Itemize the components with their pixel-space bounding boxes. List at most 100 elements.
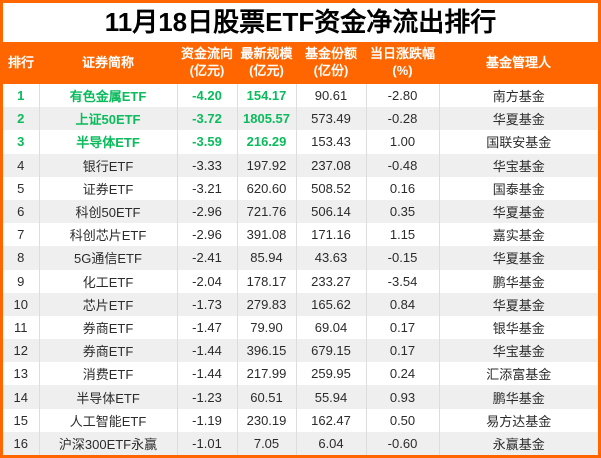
table-row: 1 有色金属ETF -4.20 154.17 90.61 -2.80 南方基金: [3, 84, 598, 108]
table-row: 10 芯片ETF -1.73 279.83 165.62 0.84 华夏基金: [3, 292, 598, 316]
cell-change: -0.15: [366, 246, 440, 270]
column-header-4: 基金份额 (亿份): [296, 42, 366, 84]
cell-flow: -3.21: [177, 176, 238, 200]
cell-rank: 15: [3, 408, 40, 432]
cell-flow: -1.44: [177, 362, 238, 386]
cell-flow: -1.44: [177, 339, 238, 363]
cell-scale: 216.29: [237, 130, 297, 154]
table-row: 16 沪深300ETF永赢 -1.01 7.05 6.04 -0.60 永赢基金: [3, 431, 598, 455]
cell-scale: 60.51: [237, 385, 297, 409]
cell-rank: 11: [3, 315, 40, 340]
cell-scale: 620.60: [237, 176, 297, 200]
cell-rank: 8: [3, 246, 40, 270]
cell-manager: 汇添富基金: [486, 367, 552, 383]
cell-scale: 230.19: [237, 408, 297, 432]
cell-scale: 79.90: [237, 315, 297, 340]
cell-name: 券商ETF: [39, 315, 178, 340]
ranking-table: 排行 证券简称 资金流向 (亿元) 最新规模 (亿元) 基金份额 (亿份) 当日涨跌幅 (%) 基金…: [3, 42, 598, 455]
cell-shares: 90.61: [296, 84, 367, 108]
cell-shares: 259.95: [296, 362, 367, 386]
cell-flow: -2.41: [177, 246, 238, 270]
cell-flow: -2.04: [177, 269, 238, 293]
cell-name: 半导体ETF: [39, 130, 178, 154]
cell-change: -0.48: [366, 153, 440, 177]
cell-change: 0.84: [366, 292, 440, 316]
table-body: 1 有色金属ETF -4.20 154.17 90.61 -2.80 南方基金 2 上证50ET…: [3, 84, 598, 455]
cell-change: -3.54: [366, 269, 440, 293]
cell-manager: 永赢基金: [492, 436, 545, 452]
cell-flow: -3.72: [177, 107, 238, 131]
cell-rank: 7: [3, 223, 40, 247]
cell-manager: 南方基金: [492, 89, 545, 105]
cell-change: -0.28: [366, 107, 440, 131]
cell-rank: 14: [3, 385, 40, 409]
cell-flow: -2.96: [177, 199, 238, 224]
column-header-2: 资金流向 (亿元): [177, 42, 237, 84]
cell-name: 消费ETF: [39, 362, 178, 386]
table-row: 3 半导体ETF -3.59 216.29 153.43 1.00 国联安基金: [3, 130, 598, 154]
table-row: 14 半导体ETF -1.23 60.51 55.94 0.93 鹏华基金: [3, 385, 598, 409]
table-header: 排行 证券简称 资金流向 (亿元) 最新规模 (亿元) 基金份额 (亿份) 当日涨跌幅 (%) 基金…: [3, 42, 598, 84]
cell-rank: 9: [3, 269, 40, 293]
cell-name: 化工ETF: [39, 269, 178, 293]
cell-scale: 721.76: [237, 199, 297, 224]
cell-rank: 3: [3, 130, 40, 154]
cell-name: 半导体ETF: [39, 385, 178, 409]
cell-flow: -1.19: [177, 408, 238, 432]
cell-scale: 7.05: [237, 431, 297, 455]
cell-name: 科创芯片ETF: [39, 223, 178, 247]
table-row: 2 上证50ETF -3.72 1805.57 573.49 -0.28 华夏基金: [3, 107, 598, 131]
cell-change: 0.17: [366, 315, 440, 340]
cell-manager: 国泰基金: [492, 181, 545, 197]
cell-manager: 易方达基金: [486, 413, 552, 429]
cell-scale: 391.08: [237, 223, 297, 247]
cell-flow: -3.33: [177, 153, 238, 177]
table-row: 12 券商ETF -1.44 396.15 679.15 0.17 华宝基金: [3, 339, 598, 363]
cell-manager: 华宝基金: [492, 344, 545, 360]
cell-name: 沪深300ETF永赢: [39, 431, 178, 455]
cell-change: -0.60: [366, 431, 440, 455]
cell-manager: 华夏基金: [492, 297, 545, 313]
cell-change: 0.16: [366, 176, 440, 200]
cell-name: 芯片ETF: [39, 292, 178, 316]
cell-manager: 鹏华基金: [492, 274, 545, 290]
cell-manager: 嘉实基金: [492, 228, 545, 244]
cell-flow: -4.20: [177, 84, 238, 108]
cell-rank: 6: [3, 199, 40, 224]
cell-flow: -1.73: [177, 292, 238, 316]
cell-scale: 197.92: [237, 153, 297, 177]
cell-name: 证券ETF: [39, 176, 178, 200]
column-header-0: 排行: [3, 42, 39, 84]
cell-manager: 华夏基金: [492, 251, 545, 267]
cell-shares: 6.04: [296, 431, 367, 455]
cell-change: -2.80: [366, 84, 440, 108]
header-row: 排行 证券简称 资金流向 (亿元) 最新规模 (亿元) 基金份额 (亿份) 当日涨跌幅 (%) 基金…: [3, 42, 598, 84]
cell-shares: 153.43: [296, 130, 367, 154]
cell-flow: -2.96: [177, 223, 238, 247]
cell-change: 0.50: [366, 408, 440, 432]
cell-name: 上证50ETF: [39, 107, 178, 131]
cell-manager: 华夏基金: [492, 112, 545, 128]
table-row: 7 科创芯片ETF -2.96 391.08 171.16 1.15 嘉实基金: [3, 223, 598, 247]
cell-flow: -3.59: [177, 130, 238, 154]
cell-shares: 43.63: [296, 246, 367, 270]
cell-shares: 162.47: [296, 408, 367, 432]
cell-change: 0.17: [366, 339, 440, 363]
cell-rank: 1: [3, 84, 40, 108]
cell-scale: 217.99: [237, 362, 297, 386]
cell-manager: 国联安基金: [486, 135, 552, 151]
cell-name: 人工智能ETF: [39, 408, 178, 432]
cell-rank: 4: [3, 153, 40, 177]
cell-rank: 10: [3, 292, 40, 316]
table-row: 4 银行ETF -3.33 197.92 237.08 -0.48 华宝基金: [3, 153, 598, 177]
cell-shares: 233.27: [296, 269, 367, 293]
cell-rank: 5: [3, 176, 40, 200]
column-header-3: 最新规模 (亿元): [237, 42, 296, 84]
cell-flow: -1.47: [177, 315, 238, 340]
table-row: 13 消费ETF -1.44 217.99 259.95 0.24 汇添富基金: [3, 362, 598, 386]
cell-change: 0.93: [366, 385, 440, 409]
cell-rank: 16: [3, 431, 40, 455]
cell-flow: -1.23: [177, 385, 238, 409]
cell-change: 1.15: [366, 223, 440, 247]
